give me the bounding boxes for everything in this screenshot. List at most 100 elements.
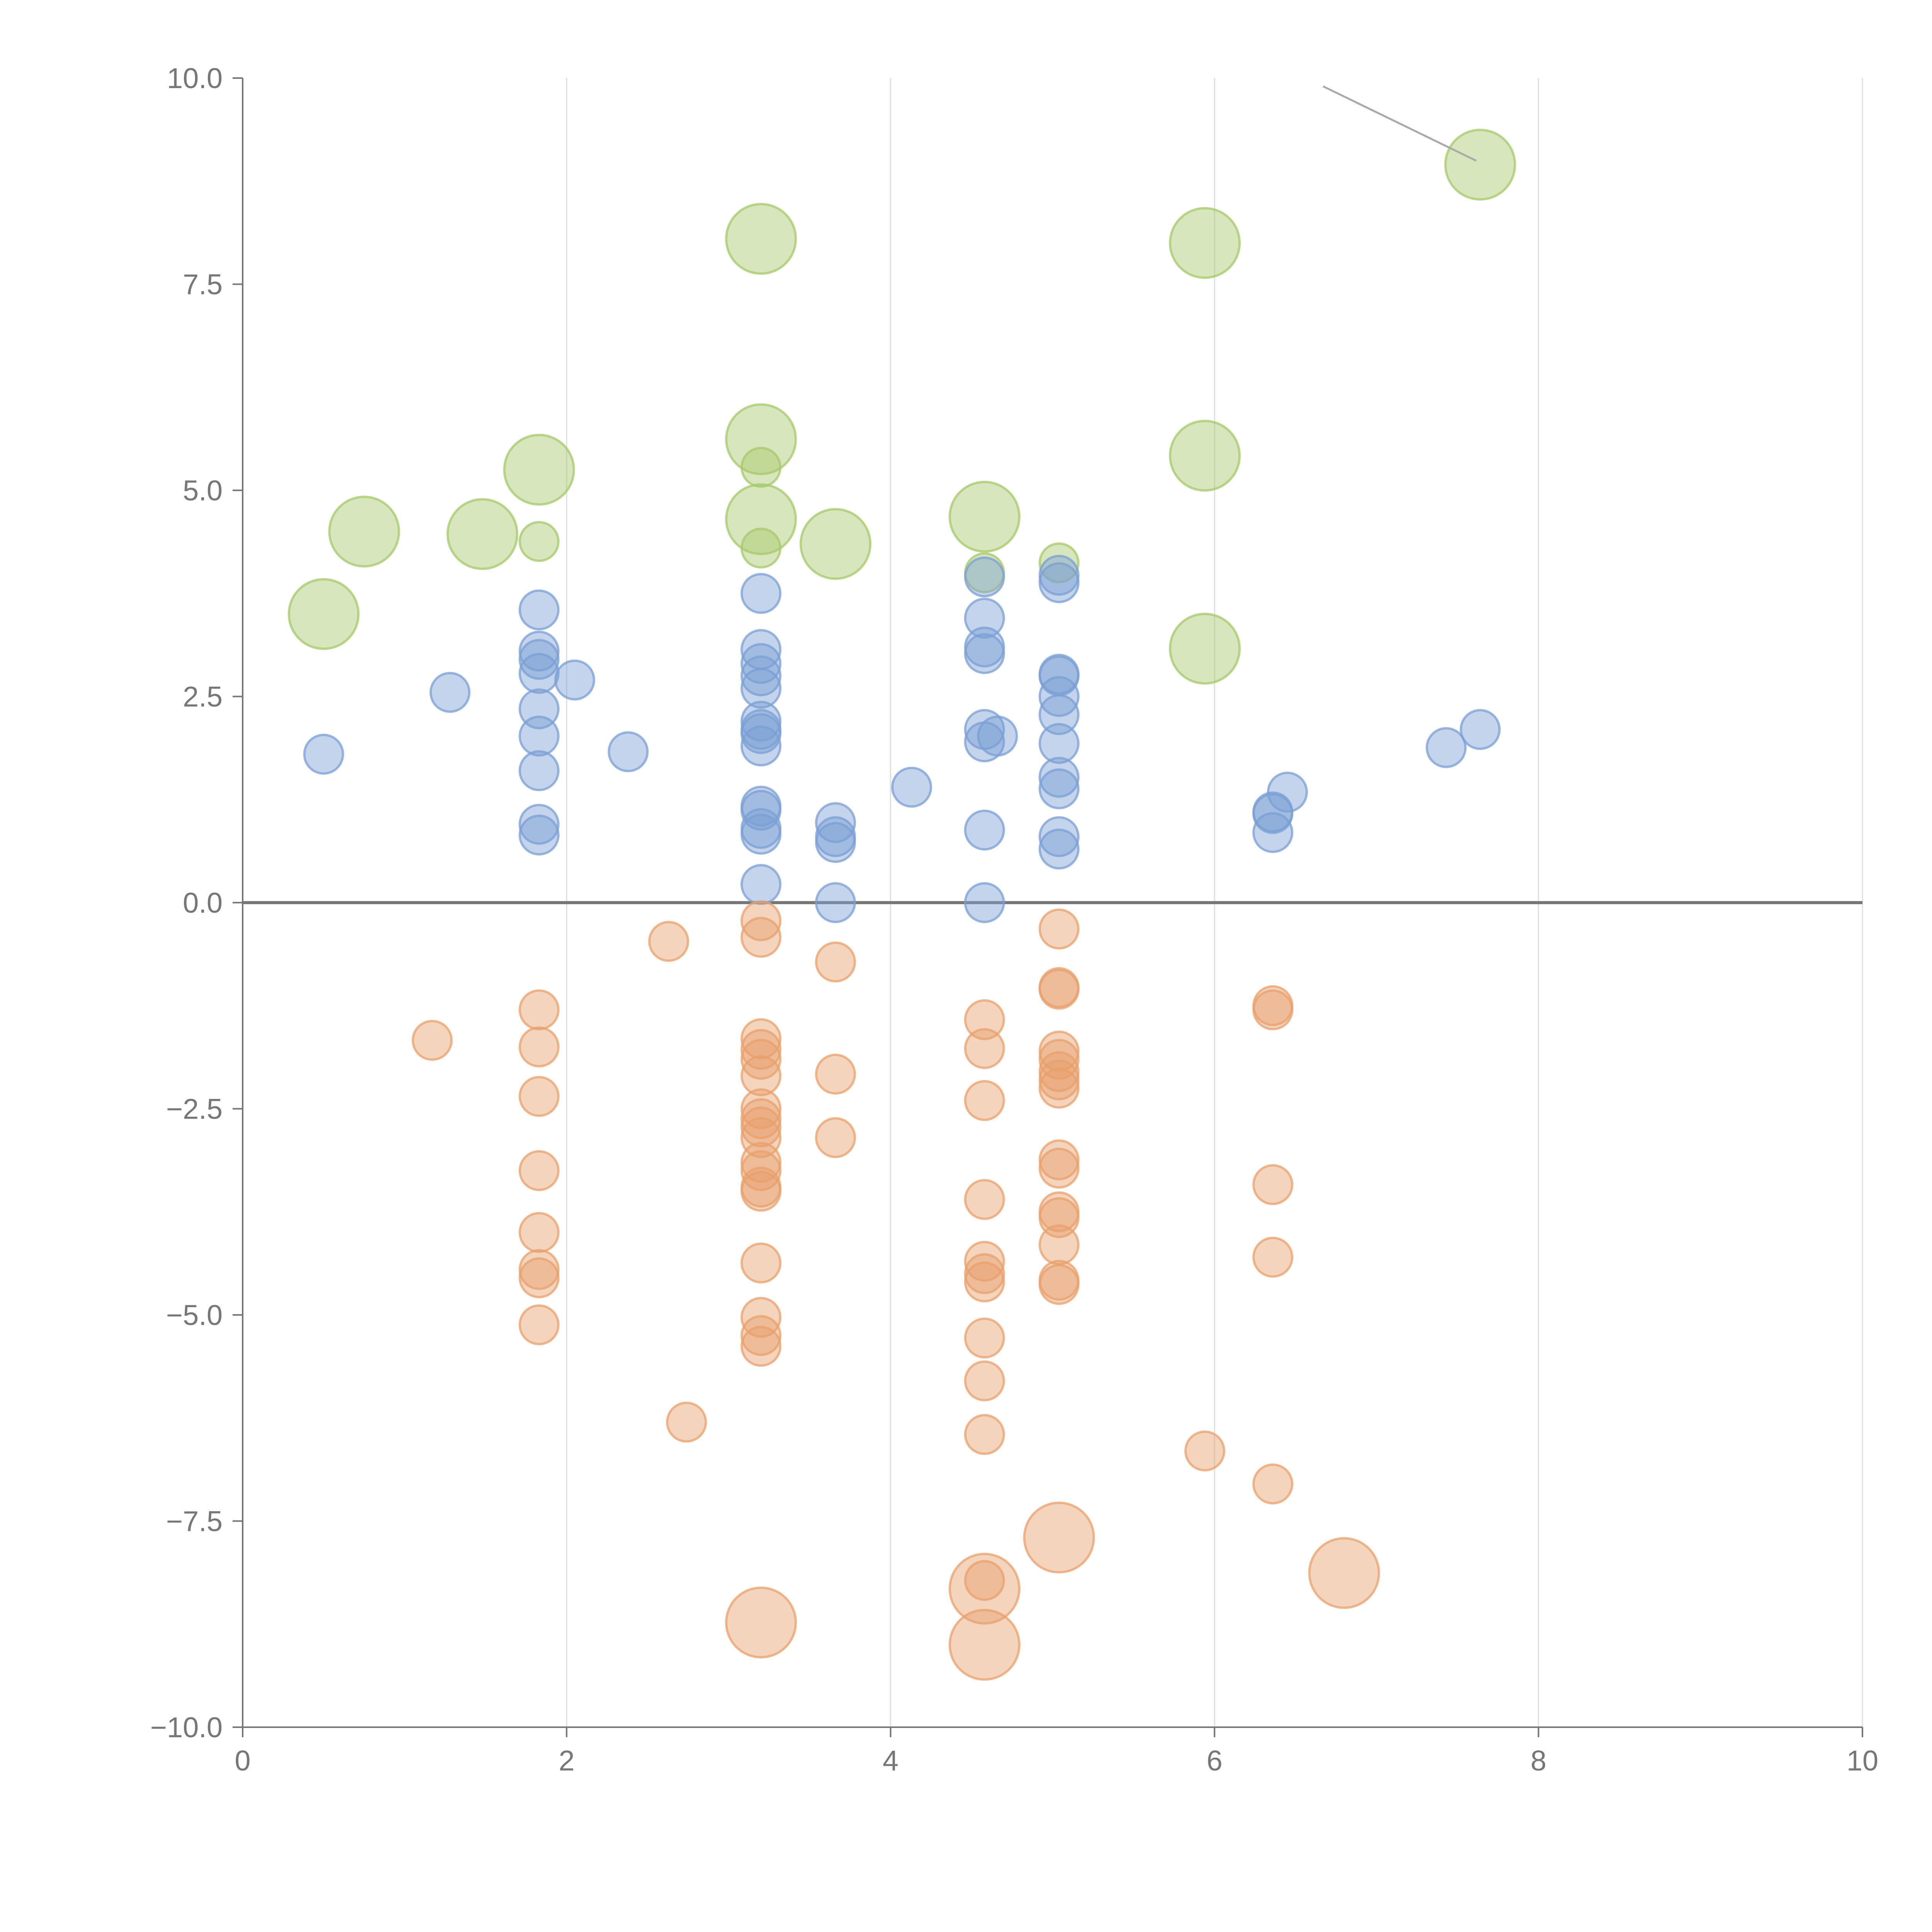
blue-bubble[interactable] — [1038, 768, 1080, 810]
blue-bubble[interactable] — [740, 643, 782, 684]
orange-bubble[interactable] — [964, 1560, 1005, 1601]
orange-bubble[interactable] — [519, 989, 560, 1031]
orange-bubble[interactable] — [1252, 1236, 1294, 1278]
orange-bubble[interactable] — [740, 1170, 782, 1212]
orange-bubble[interactable] — [519, 1257, 560, 1298]
orange-bubble[interactable] — [964, 1080, 1005, 1121]
blue-bubble[interactable] — [740, 864, 782, 905]
blue-bubble[interactable] — [815, 822, 856, 863]
green-bubble[interactable] — [1444, 129, 1516, 201]
orange-bubble[interactable] — [740, 1297, 782, 1338]
blue-bubble[interactable] — [740, 655, 782, 697]
orange-bubble[interactable] — [740, 900, 782, 941]
orange-bubble[interactable] — [1252, 1463, 1294, 1505]
orange-bubble[interactable] — [964, 999, 1005, 1041]
orange-bubble[interactable] — [740, 1117, 782, 1158]
orange-bubble[interactable] — [1038, 1264, 1080, 1305]
green-bubble[interactable] — [725, 483, 797, 555]
blue-bubble[interactable] — [1252, 812, 1294, 853]
orange-bubble[interactable] — [740, 1150, 782, 1191]
orange-bubble[interactable] — [725, 1586, 797, 1658]
blue-bubble[interactable] — [964, 810, 1005, 851]
orange-bubble[interactable] — [1308, 1537, 1380, 1609]
orange-bubble[interactable] — [815, 941, 856, 983]
orange-bubble[interactable] — [1184, 1430, 1226, 1472]
orange-bubble[interactable] — [1023, 1502, 1095, 1574]
blue-bubble[interactable] — [964, 556, 1005, 598]
blue-bubble[interactable] — [429, 672, 471, 713]
green-bubble[interactable] — [948, 481, 1020, 553]
orange-bubble[interactable] — [964, 1261, 1005, 1303]
green-bubble[interactable] — [287, 578, 360, 650]
orange-bubble[interactable] — [740, 1039, 782, 1080]
green-bubble[interactable] — [725, 203, 797, 275]
orange-bubble[interactable] — [1038, 1039, 1080, 1080]
blue-bubble[interactable] — [1038, 816, 1080, 857]
blue-bubble[interactable] — [740, 713, 782, 754]
orange-bubble[interactable] — [740, 1106, 782, 1148]
blue-bubble[interactable] — [519, 804, 560, 845]
green-bubble[interactable] — [740, 527, 782, 569]
blue-bubble[interactable] — [1038, 676, 1080, 717]
blue-bubble[interactable] — [554, 659, 595, 701]
blue-bubble[interactable] — [964, 633, 1005, 674]
blue-bubble[interactable] — [964, 597, 1005, 639]
blue-bubble[interactable] — [519, 653, 560, 694]
green-bubble[interactable] — [446, 498, 519, 570]
orange-bubble[interactable] — [519, 1212, 560, 1253]
blue-bubble[interactable] — [740, 668, 782, 709]
orange-bubble[interactable] — [740, 1055, 782, 1097]
blue-bubble[interactable] — [607, 731, 649, 772]
orange-bubble[interactable] — [1252, 989, 1294, 1031]
orange-bubble[interactable] — [964, 1360, 1005, 1401]
blue-bubble[interactable] — [519, 639, 560, 680]
orange-bubble[interactable] — [740, 1315, 782, 1356]
blue-bubble[interactable] — [1459, 709, 1501, 750]
blue-bubble[interactable] — [519, 589, 560, 631]
green-bubble[interactable] — [328, 495, 400, 568]
orange-bubble[interactable] — [666, 1401, 707, 1443]
orange-bubble[interactable] — [1038, 908, 1080, 950]
orange-bubble[interactable] — [740, 1088, 782, 1129]
blue-bubble[interactable] — [519, 715, 560, 757]
blue-bubble[interactable] — [1425, 727, 1467, 768]
orange-bubble[interactable] — [519, 1150, 560, 1191]
orange-bubble[interactable] — [1038, 969, 1080, 1010]
blue-bubble[interactable] — [977, 715, 1018, 757]
orange-bubble[interactable] — [648, 921, 689, 962]
orange-bubble[interactable] — [1038, 1148, 1080, 1189]
orange-bubble[interactable] — [964, 1028, 1005, 1069]
blue-bubble[interactable] — [1038, 828, 1080, 870]
orange-bubble[interactable] — [964, 1241, 1005, 1282]
green-bubble[interactable] — [799, 508, 872, 580]
orange-bubble[interactable] — [1252, 1164, 1294, 1205]
orange-bubble[interactable] — [964, 1179, 1005, 1220]
orange-bubble[interactable] — [815, 1053, 856, 1095]
orange-bubble[interactable] — [519, 1026, 560, 1068]
orange-bubble[interactable] — [740, 1242, 782, 1284]
orange-bubble[interactable] — [948, 1609, 1020, 1681]
orange-bubble[interactable] — [1038, 1224, 1080, 1265]
blue-bubble[interactable] — [303, 733, 344, 775]
orange-bubble[interactable] — [815, 1117, 856, 1158]
blue-bubble[interactable] — [740, 573, 782, 614]
green-bubble[interactable] — [1169, 207, 1241, 279]
blue-bubble[interactable] — [519, 750, 560, 791]
blue-bubble[interactable] — [740, 789, 782, 831]
orange-bubble[interactable] — [948, 1553, 1020, 1625]
orange-bubble[interactable] — [964, 1317, 1005, 1359]
blue-bubble[interactable] — [964, 709, 1005, 750]
blue-bubble[interactable] — [1038, 562, 1080, 604]
green-bubble[interactable] — [740, 447, 782, 488]
blue-bubble[interactable] — [1038, 757, 1080, 798]
green-bubble[interactable] — [503, 434, 575, 506]
blue-bubble[interactable] — [815, 882, 856, 923]
orange-bubble[interactable] — [1038, 1068, 1080, 1109]
orange-bubble[interactable] — [740, 1018, 782, 1060]
blue-bubble[interactable] — [891, 767, 932, 808]
blue-bubble[interactable] — [740, 813, 782, 855]
blue-bubble[interactable] — [964, 882, 1005, 923]
orange-bubble[interactable] — [519, 1304, 560, 1345]
green-bubble[interactable] — [1169, 420, 1241, 492]
green-bubble[interactable] — [1169, 612, 1241, 685]
